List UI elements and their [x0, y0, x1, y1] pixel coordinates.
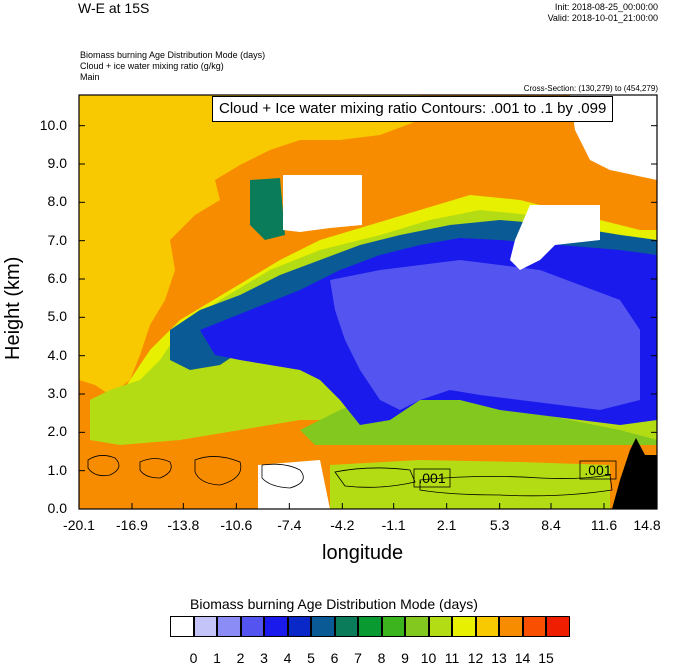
contour-tag-box-2: [579, 460, 617, 480]
colorbar-swatch: [358, 616, 382, 637]
x-axis-label: longitude: [322, 542, 404, 564]
colorbar-swatch: [546, 616, 570, 637]
colorbar-swatch: [452, 616, 476, 637]
region-sea-green: [250, 178, 285, 240]
region-white-hole-2: [510, 205, 600, 270]
colorbar-label: 9: [401, 650, 409, 666]
y-tick-label: 5.0: [47, 308, 67, 325]
terrain: [612, 438, 657, 509]
colorbar-label: 8: [377, 650, 386, 666]
colorbar-swatch: [475, 616, 499, 637]
x-tick-label: -20.1: [63, 517, 95, 533]
x-tick-label: -13.8: [167, 517, 200, 533]
colorbar-label: 15: [538, 650, 554, 666]
axis-ticks: [78, 125, 658, 510]
colorbar-swatch: [193, 616, 217, 637]
colorbar-swatch: [217, 616, 241, 637]
x-tick-label: 14.8: [633, 517, 661, 533]
region-med-blue: [330, 260, 640, 410]
chart-title: W-E at 15S: [78, 0, 150, 16]
colorbar-label: 0: [189, 650, 198, 666]
y-tick-label: 4.0: [47, 346, 67, 363]
x-tick-label: -10.6: [220, 517, 253, 533]
colorbar-label: 1: [213, 650, 221, 666]
colorbar-label: 6: [330, 650, 339, 666]
x-tick-label: 8.4: [541, 517, 561, 533]
colorbar-label: 13: [491, 650, 507, 666]
colorbar-swatch: [170, 616, 194, 637]
field-line-1: Biomass burning Age Distribution Mode (d…: [80, 50, 266, 60]
colorbar-label: 14: [514, 650, 531, 666]
colorbar-swatch: [311, 616, 335, 637]
cross-section-label: Cross-Section: (130,279) to (454,279): [523, 84, 658, 93]
contour-2: [139, 458, 172, 479]
y-tick-label: 6.0: [47, 270, 67, 286]
colorbar-swatch: [287, 616, 311, 637]
contour-info-box: Cloud + Ice water mixing ratio Contours:…: [212, 96, 614, 122]
region-white-hole-1: [283, 175, 362, 232]
x-tick-label: -1.1: [381, 517, 406, 533]
region-light-green-surface: [330, 460, 610, 509]
time-info: Init: 2018-08-25_00:00:00 Valid: 2018-10…: [548, 2, 658, 24]
colorbar-swatch: [264, 616, 288, 637]
contour-tag-1: .001: [418, 470, 445, 486]
colorbar-swatch: [522, 616, 546, 637]
region-gold-upper: [79, 95, 300, 395]
cloud-contours: [87, 455, 613, 497]
y-tick-label: 8.0: [47, 193, 67, 210]
contour-tag-box-1: [413, 468, 451, 488]
colorbar-label: 12: [467, 650, 484, 666]
y-tick-label: 10.0: [39, 116, 67, 133]
colorbar-swatch: [499, 616, 523, 637]
contour-tag-2: .001: [584, 462, 611, 478]
y-tick-label: 7.0: [47, 231, 67, 248]
contour-6: [419, 474, 613, 497]
colorbar-label: 11: [444, 650, 460, 666]
contour-4: [261, 463, 304, 489]
contour-3: [194, 456, 242, 486]
colorbar-swatch: [334, 616, 358, 637]
colorbar-label: 3: [260, 650, 268, 666]
x-tick-label: -16.9: [116, 517, 148, 533]
colorbar-swatch: [428, 616, 452, 637]
colorbar-swatch: [240, 616, 264, 637]
heatmap-field: [79, 95, 657, 509]
contour-1: [87, 455, 120, 477]
colorbar-label: 7: [354, 650, 362, 666]
colorbar-label: 2: [236, 650, 245, 666]
field-descriptions: Biomass burning Age Distribution Mode (d…: [80, 50, 265, 83]
y-tick-label: 3.0: [47, 385, 67, 401]
colorbar-title: Biomass burning Age Distribution Mode (d…: [190, 596, 478, 612]
y-tick-label: 1.0: [47, 461, 67, 478]
colorbar-label: 5: [307, 650, 315, 666]
x-tick-label: 2.1: [436, 517, 457, 533]
init-time: Init: 2018-08-25_00:00:00: [554, 2, 658, 12]
colorbar-label: 10: [420, 650, 437, 666]
field-line-3: Main: [80, 72, 100, 82]
x-tick-label: -7.4: [277, 517, 302, 533]
plot-frame: [78, 94, 658, 510]
region-white-surface: [258, 460, 330, 509]
x-tick-label: 11.6: [590, 517, 618, 533]
colorbar-label: 4: [283, 650, 292, 666]
y-tick-label: 9.0: [47, 155, 67, 171]
y-tick-label: 2.0: [47, 423, 67, 440]
contour-5: [334, 467, 416, 488]
valid-time: Valid: 2018-10-01_21:00:00: [547, 13, 658, 23]
colorbar: [170, 616, 570, 637]
x-tick-label: -4.2: [330, 517, 355, 533]
field-line-2: Cloud + ice water mixing ratio (g/kg): [80, 61, 224, 71]
colorbar-swatch: [381, 616, 405, 637]
colorbar-swatch: [405, 616, 429, 637]
y-tick-label: 0.0: [47, 500, 67, 516]
x-tick-label: 5.3: [489, 517, 510, 533]
